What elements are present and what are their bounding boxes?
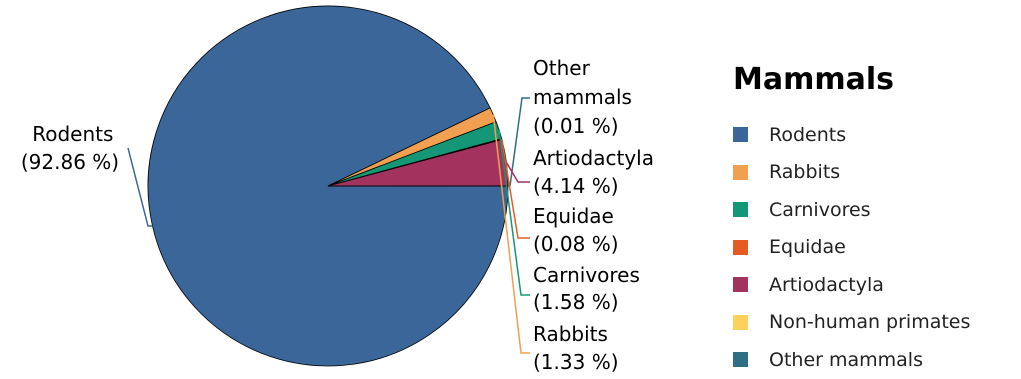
pie-slices xyxy=(148,6,508,366)
slice-label-other-mammals: Other mammals (0.01 %) xyxy=(533,56,638,138)
legend-title: Mammals xyxy=(733,60,970,100)
legend-item-equidae[interactable]: Equidae xyxy=(733,229,970,267)
slice-label-equidae-value: (0.08 %) xyxy=(533,232,619,256)
legend-label: Carnivores xyxy=(769,199,871,221)
legend-swatch xyxy=(733,127,748,142)
slice-label-other-mammals-line2: mammals xyxy=(533,85,632,109)
legend-label: Artiodactyla xyxy=(769,274,884,296)
slice-label-artiodactyla-name: Artiodactyla xyxy=(533,146,654,170)
slice-label-rodents-name: Rodents xyxy=(32,122,113,146)
legend-label: Non-human primates xyxy=(769,311,970,333)
legend-label: Equidae xyxy=(769,236,846,258)
legend-item-rabbits[interactable]: Rabbits xyxy=(733,154,970,192)
legend-swatch xyxy=(733,202,748,217)
legend-swatch xyxy=(733,277,748,292)
legend-label: Rodents xyxy=(769,124,846,146)
slice-label-rodents-value: (92.86 %) xyxy=(21,150,119,174)
legend-label: Rabbits xyxy=(769,161,840,183)
slice-label-carnivores-name: Carnivores xyxy=(533,263,640,287)
slice-label-rabbits: Rabbits (1.33 %) xyxy=(533,322,619,374)
pie-chart: Rodents (92.86 %) Other mammals (0.01 %)… xyxy=(0,0,700,378)
slice-label-artiodactyla-value: (4.14 %) xyxy=(533,174,619,198)
legend-swatch xyxy=(733,165,748,180)
slice-label-other-mammals-value: (0.01 %) xyxy=(533,114,619,138)
legend-item-carnivores[interactable]: Carnivores xyxy=(733,191,970,229)
legend: Mammals Rodents Rabbits Carnivores Equid… xyxy=(733,60,970,379)
slice-label-equidae-name: Equidae xyxy=(533,204,614,228)
legend-swatch xyxy=(733,240,748,255)
slice-label-equidae: Equidae (0.08 %) xyxy=(533,204,620,256)
slice-label-rabbits-value: (1.33 %) xyxy=(533,350,619,374)
legend-item-other-mammals[interactable]: Other mammals xyxy=(733,341,970,379)
slice-label-carnivores: Carnivores (1.58 %) xyxy=(533,263,646,314)
slice-label-rodents: Rodents (92.86 %) xyxy=(21,122,120,174)
legend-swatch xyxy=(733,315,748,330)
legend-item-artiodactyla[interactable]: Artiodactyla xyxy=(733,266,970,304)
legend-item-rodents[interactable]: Rodents xyxy=(733,116,970,154)
slice-label-rabbits-name: Rabbits xyxy=(533,322,608,346)
legend-item-non-human-primates[interactable]: Non-human primates xyxy=(733,304,970,342)
slice-label-carnivores-value: (1.58 %) xyxy=(533,290,619,314)
legend-label: Other mammals xyxy=(769,349,923,371)
slice-label-other-mammals-line1: Other xyxy=(533,56,591,80)
leader-line-artiodactyla xyxy=(506,163,530,182)
legend-swatch xyxy=(733,352,748,367)
slice-label-artiodactyla: Artiodactyla (4.14 %) xyxy=(533,146,660,198)
